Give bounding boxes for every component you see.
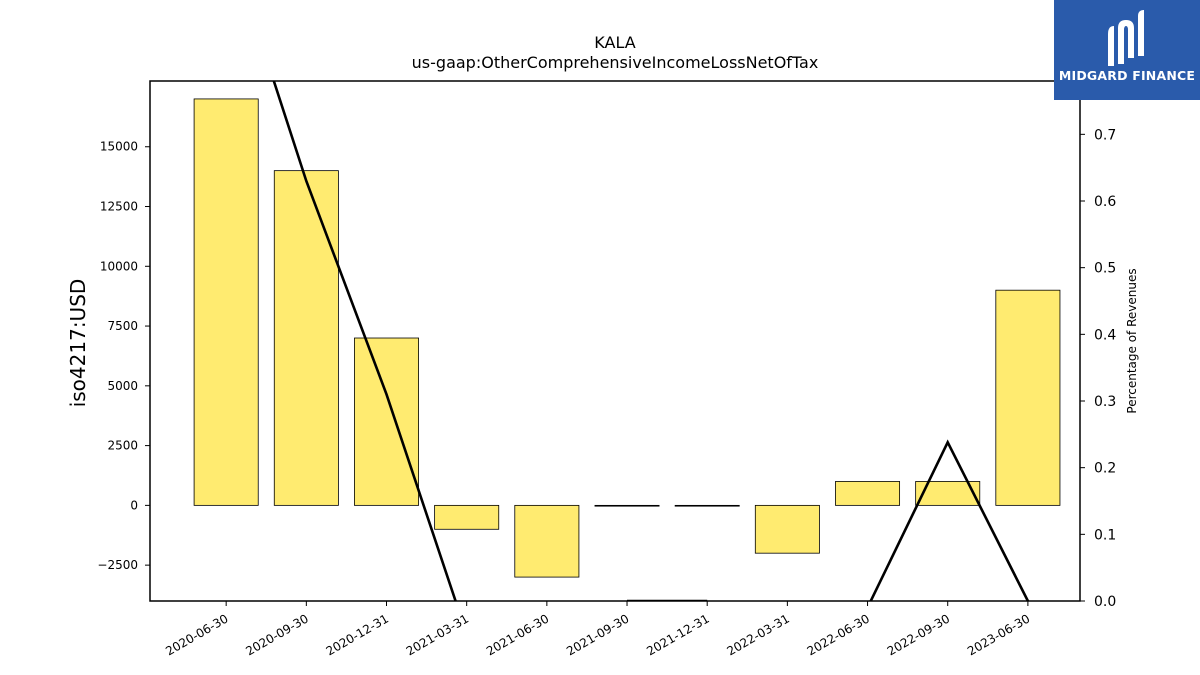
y2-tick-label: 0.7	[1094, 127, 1116, 143]
bar-2021-03-31	[434, 504, 500, 530]
left-y-axis: −2500 0 2500 5000 7500 10000 12500 15000	[97, 140, 150, 572]
y2-tick-label: 0.2	[1094, 461, 1116, 477]
y-tick-label: 7500	[107, 319, 138, 333]
y-tick-label: 15000	[100, 140, 138, 154]
x-tick-label: 2020-06-30	[163, 611, 230, 658]
y-tick-label: 10000	[100, 259, 138, 273]
midgard-finance-logo: MIDGARD FINANCE	[1054, 0, 1200, 100]
right-y-axis: 0.0 0.1 0.2 0.3 0.4 0.5 0.6 0.7	[1080, 127, 1116, 610]
y-tick-label: −2500	[97, 558, 138, 572]
y-tick-label: 0	[130, 498, 138, 512]
chart-subtitle: us-gaap:OtherComprehensiveIncomeLossNetO…	[412, 53, 819, 72]
y2-tick-label: 0.4	[1094, 327, 1116, 343]
plot-area-frame	[149, 80, 1081, 602]
bar-2020-12-31	[354, 337, 419, 506]
percentage-line-segment-0	[272, 81, 457, 601]
y2-tick-label: 0.5	[1094, 261, 1116, 277]
y-tick-label: 2500	[107, 439, 138, 453]
x-tick-label: 2021-06-30	[484, 611, 551, 658]
x-tick-label: 2021-03-31	[404, 611, 471, 658]
secondary-y-axis-label: Percentage of Revenues	[1125, 268, 1139, 413]
y2-tick-label: 0.6	[1094, 194, 1116, 210]
y2-tick-label: 0.3	[1094, 394, 1116, 410]
bar-2021-06-30	[514, 504, 580, 578]
bar-series	[193, 98, 1061, 578]
bar-2020-06-30	[193, 98, 259, 506]
percentage-line-segment-2	[869, 439, 1030, 601]
x-tick-label: 2021-09-30	[564, 611, 631, 658]
bar-2021-09-30	[594, 504, 660, 507]
percentage-line-series	[272, 81, 1030, 601]
y-tick-label: 5000	[107, 379, 138, 393]
x-tick-label: 2020-09-30	[243, 611, 310, 658]
x-tick-label: 2022-03-31	[724, 611, 791, 658]
y-axis-label: iso4217:USD	[66, 279, 90, 408]
bar-2020-09-30	[273, 170, 339, 506]
x-tick-label: 2021-12-31	[644, 611, 711, 658]
y2-tick-label: 0.1	[1094, 527, 1116, 543]
y-tick-label: 12500	[100, 200, 138, 214]
midgard-m-logo-icon	[1108, 10, 1144, 66]
bar-2021-12-31	[674, 504, 740, 507]
x-axis: 2020-06-30 2020-09-30 2020-12-31 2021-03-31…	[163, 601, 1032, 658]
logo-text: MIDGARD FINANCE	[1058, 68, 1196, 83]
y2-tick-label: 0.0	[1094, 594, 1116, 610]
chart-title: KALA	[594, 33, 635, 52]
bar-2023-06-30	[995, 289, 1061, 506]
bar-2022-06-30	[835, 481, 901, 506]
x-tick-label: 2022-06-30	[805, 611, 872, 658]
bar-2022-09-30	[915, 481, 981, 506]
bar-2022-03-31	[754, 504, 820, 554]
x-tick-label: 2023-06-30	[965, 611, 1032, 658]
x-tick-label: 2020-12-31	[324, 611, 391, 658]
x-tick-label: 2022-09-30	[885, 611, 952, 658]
